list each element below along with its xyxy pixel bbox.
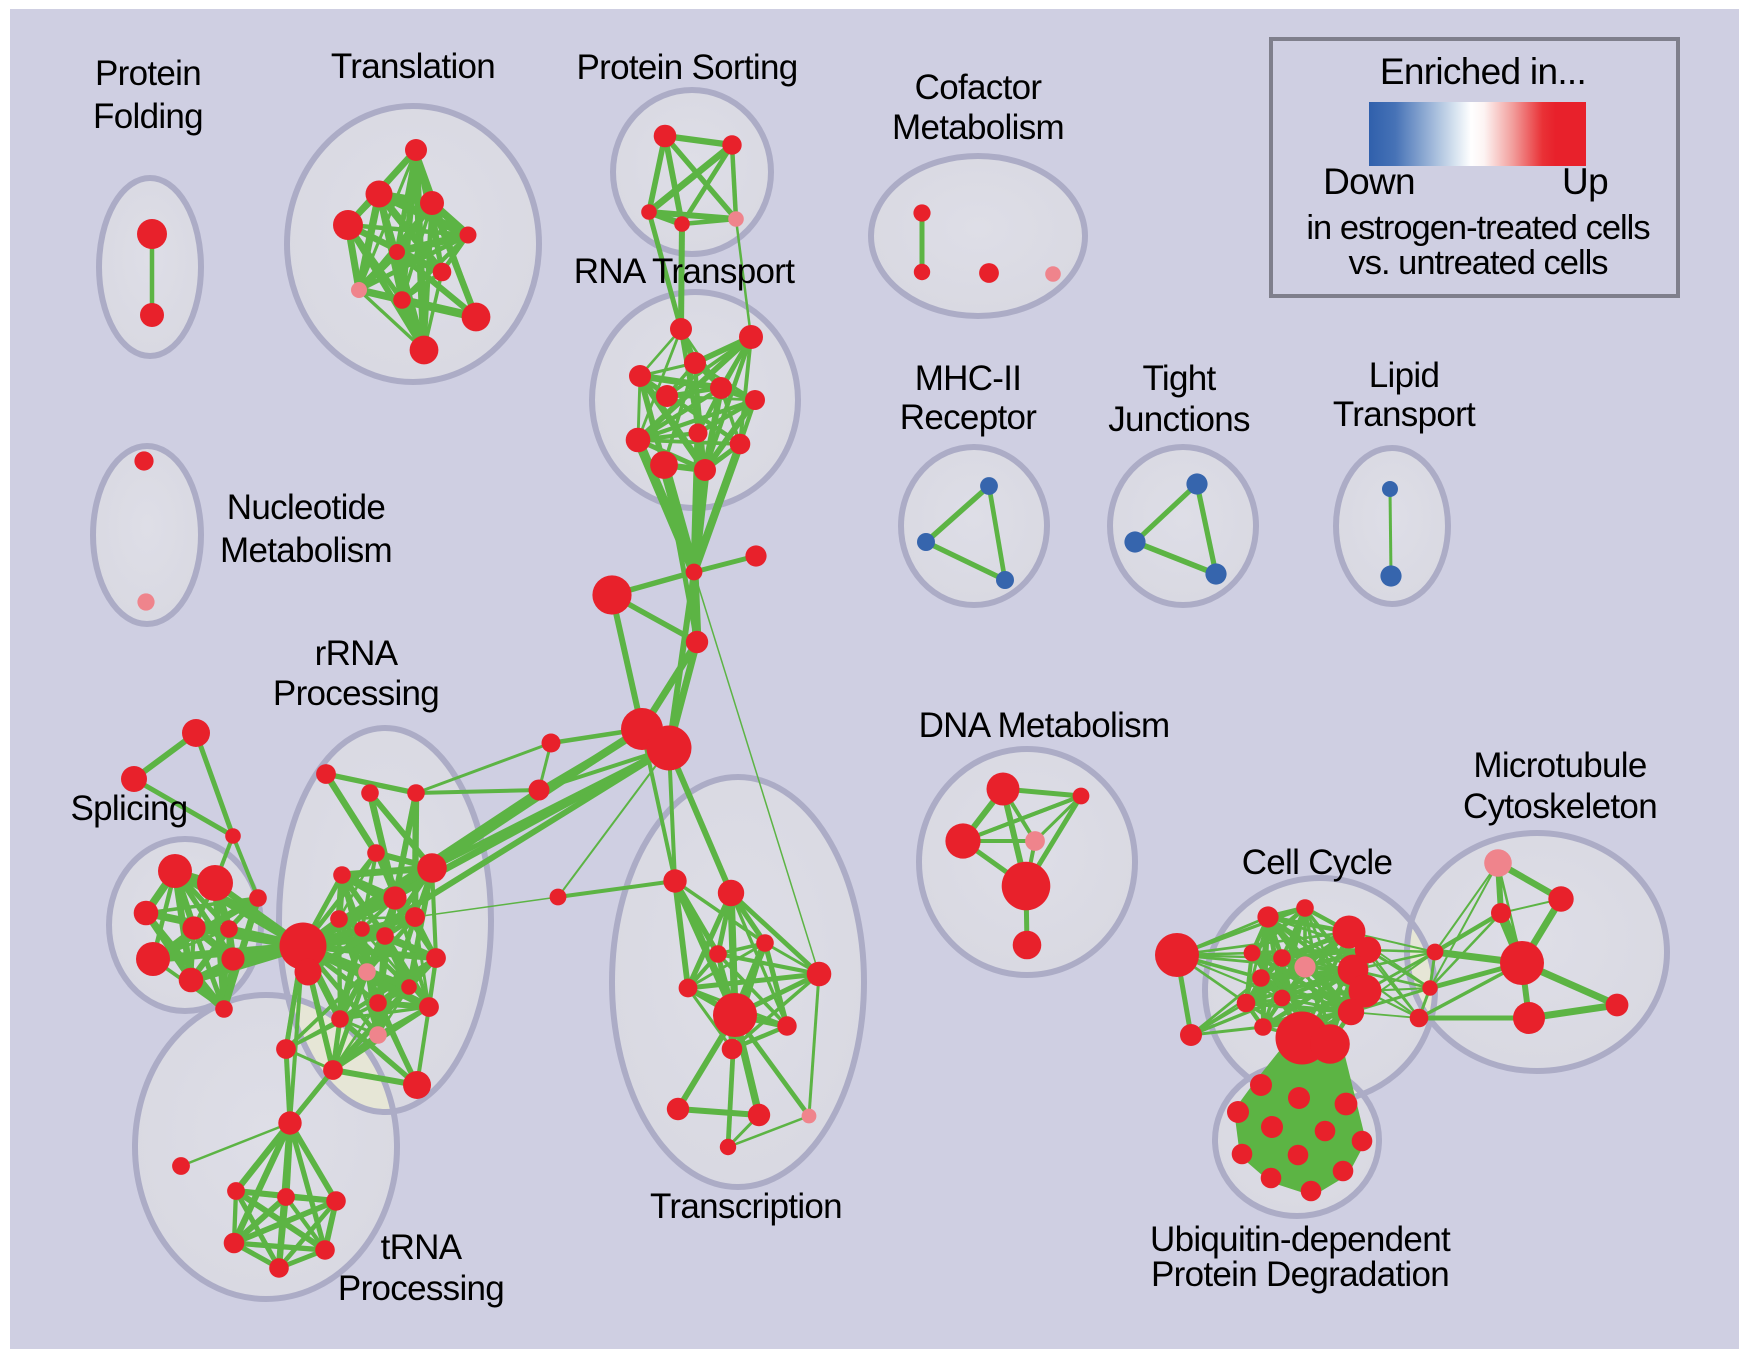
svg-text:vs. untreated cells: vs. untreated cells	[1348, 244, 1607, 282]
svg-text:Up: Up	[1562, 161, 1608, 202]
svg-text:Metabolism: Metabolism	[220, 531, 392, 570]
svg-text:MHC-II: MHC-II	[915, 359, 1022, 398]
svg-text:Down: Down	[1323, 161, 1415, 202]
svg-text:in estrogen-treated cells: in estrogen-treated cells	[1306, 209, 1649, 247]
svg-text:Cell Cycle: Cell Cycle	[1242, 843, 1393, 882]
svg-text:Cytoskeleton: Cytoskeleton	[1463, 787, 1657, 826]
svg-text:Lipid: Lipid	[1369, 356, 1439, 395]
svg-text:Protein Degradation: Protein Degradation	[1151, 1255, 1449, 1294]
svg-text:Microtubule: Microtubule	[1473, 746, 1646, 785]
svg-text:Nucleotide: Nucleotide	[227, 488, 385, 527]
svg-text:Metabolism: Metabolism	[892, 108, 1064, 147]
svg-text:RNA Transport: RNA Transport	[574, 252, 795, 291]
svg-text:DNA Metabolism: DNA Metabolism	[919, 706, 1170, 745]
svg-text:tRNA: tRNA	[381, 1228, 463, 1267]
svg-text:Protein: Protein	[95, 54, 201, 93]
svg-text:Processing: Processing	[273, 674, 439, 713]
svg-text:Enriched in...: Enriched in...	[1380, 51, 1586, 92]
svg-text:Folding: Folding	[93, 97, 203, 136]
svg-text:Transport: Transport	[1333, 395, 1476, 434]
svg-text:Processing: Processing	[338, 1269, 504, 1308]
svg-text:Ubiquitin-dependent: Ubiquitin-dependent	[1150, 1220, 1451, 1259]
svg-text:Junctions: Junctions	[1108, 400, 1250, 439]
svg-text:Transcription: Transcription	[650, 1187, 842, 1226]
svg-text:Translation: Translation	[331, 47, 495, 86]
svg-text:Tight: Tight	[1142, 359, 1216, 398]
svg-text:Splicing: Splicing	[71, 789, 188, 828]
svg-text:Protein Sorting: Protein Sorting	[576, 48, 797, 87]
svg-text:rRNA: rRNA	[315, 634, 399, 673]
svg-text:Cofactor: Cofactor	[915, 68, 1043, 107]
svg-text:Receptor: Receptor	[900, 398, 1037, 437]
